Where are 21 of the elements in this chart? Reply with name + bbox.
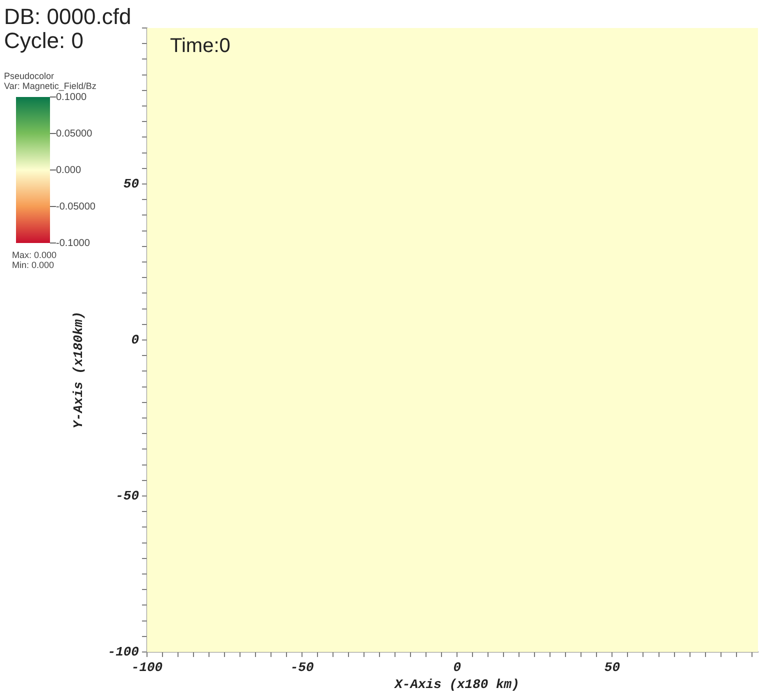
color-bar-label: -0.1000 [56,238,90,249]
chart-title: DB: 0000.cfd [4,4,132,29]
color-bar-label: 0.1000 [56,92,88,103]
y-axis-title: Y-Axis (x180km) [71,311,86,429]
x-tick-label: 50 [604,660,620,676]
y-tick-label: 0 [131,332,140,348]
y-tick-label: 50 [123,176,140,192]
color-bar-label: 0.000 [56,164,82,176]
y-tick-label: -100 [108,644,140,660]
x-tick-label: 0 [453,660,462,676]
color-bar-label: -0.05000 [56,201,96,212]
color-bar-title: Var: Magnetic_Field/Bz [4,81,97,91]
y-tick-label: -50 [116,488,140,504]
annotation: Time:0 [170,35,230,57]
text: Min: 0.000 [12,260,54,270]
text: Max: 0.000 [12,250,57,260]
color-bar-label: 0.05000 [56,128,93,140]
chart-subtitle: Cycle: 0 [4,28,84,53]
x-axis-title: X-Axis (x180 km) [394,677,520,691]
x-tick-label: -50 [290,660,314,676]
text: Pseudocolor [4,71,54,81]
